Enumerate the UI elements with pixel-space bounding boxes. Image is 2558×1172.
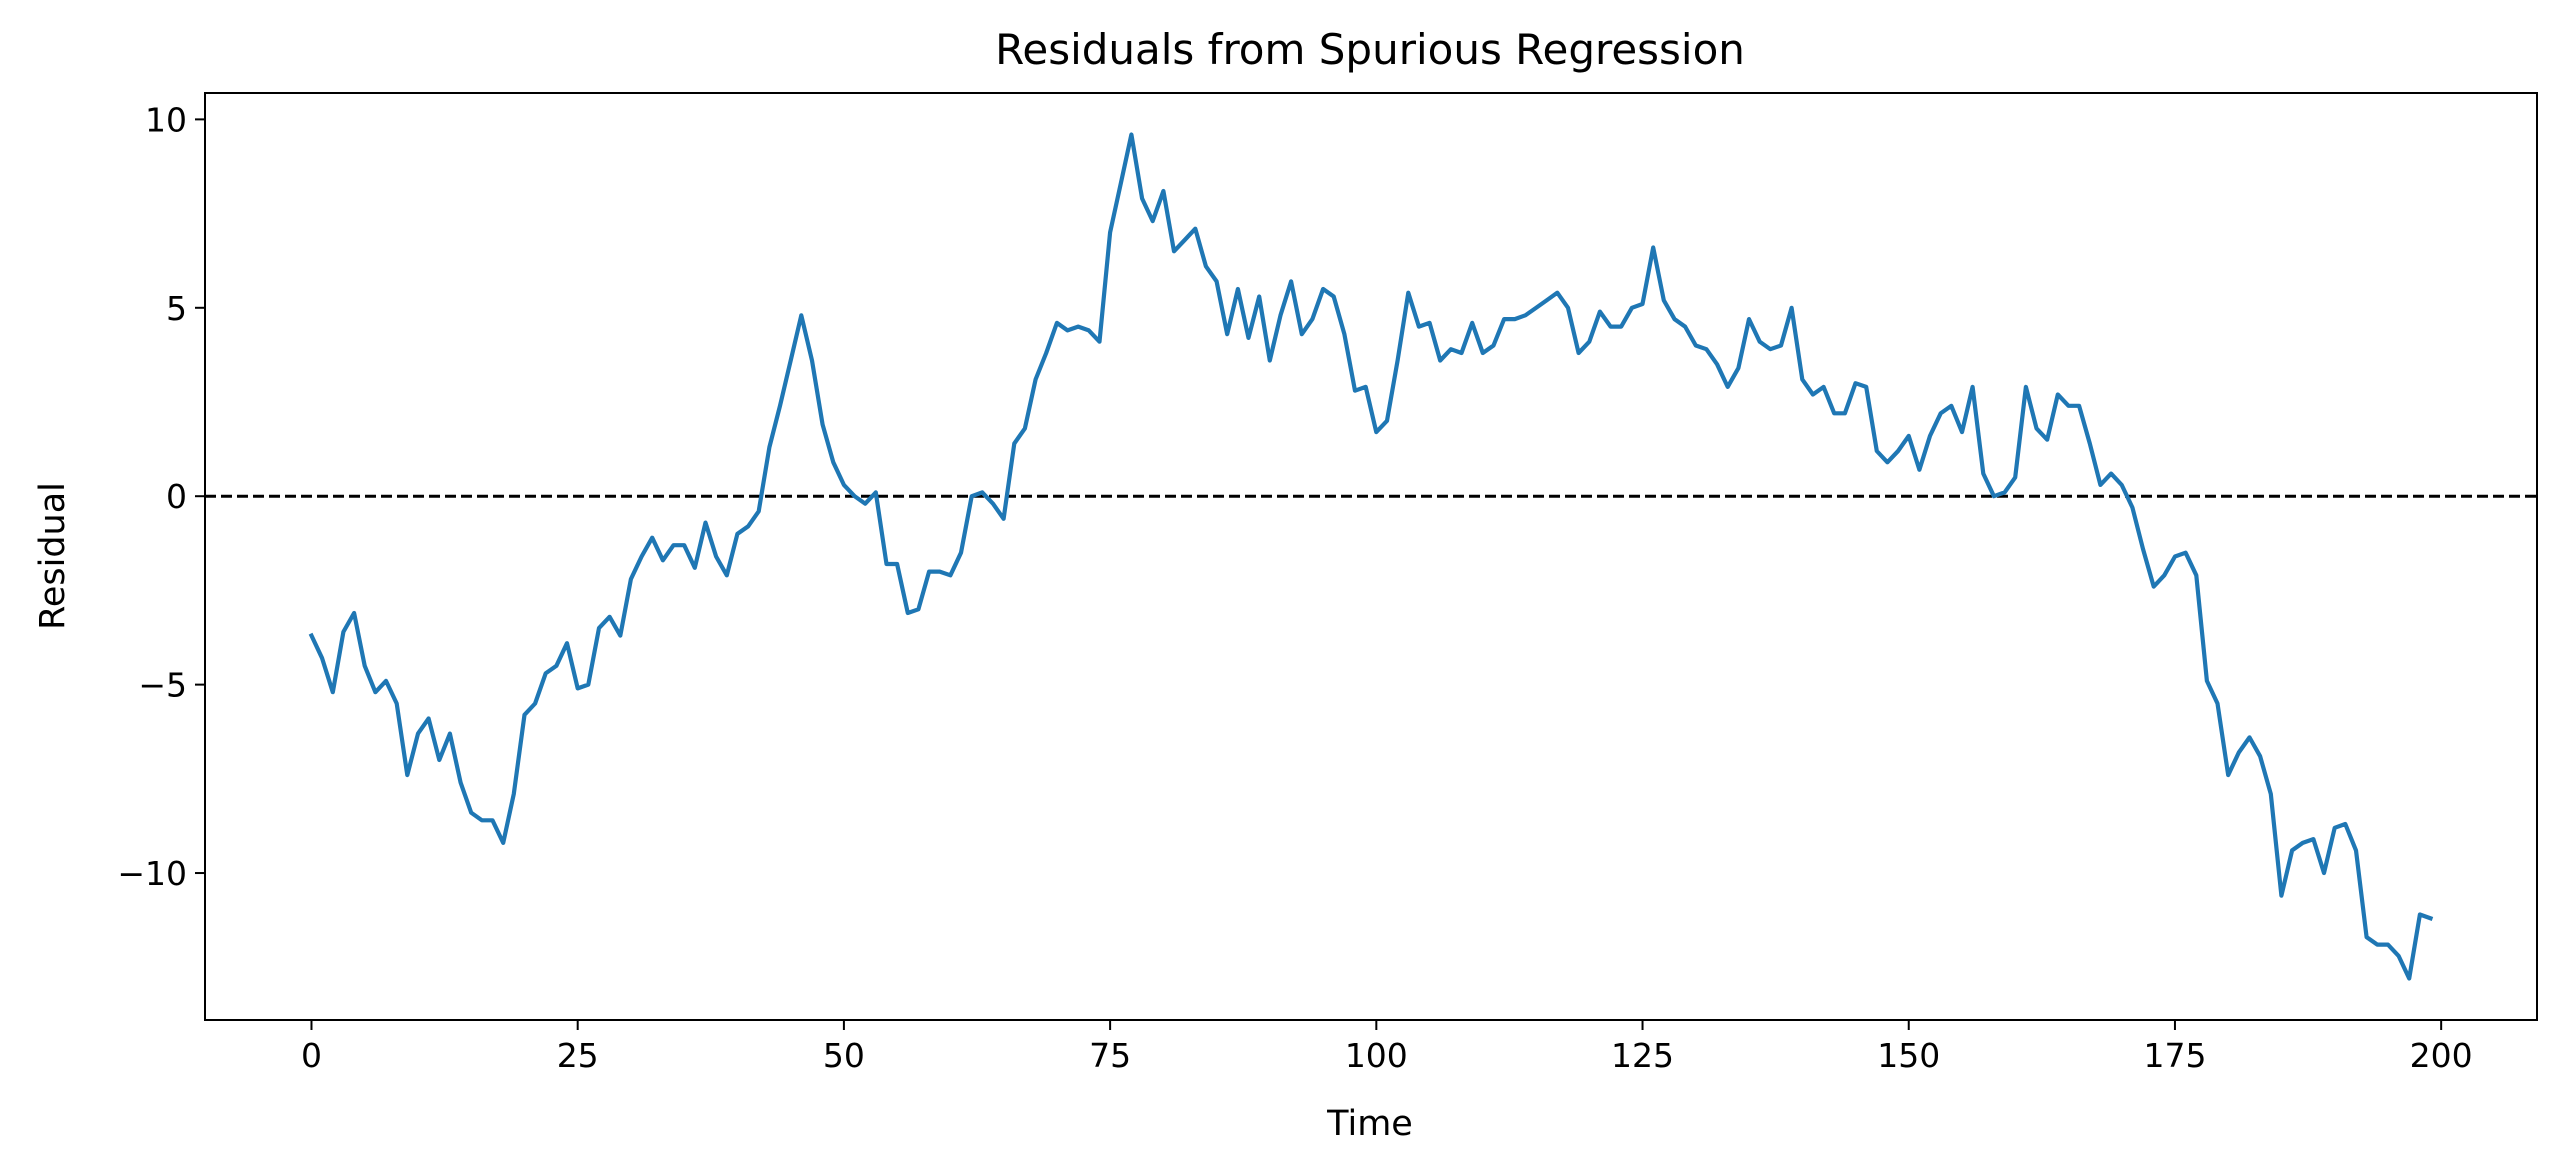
- plot-frame: [204, 92, 2538, 1021]
- x-tick-label: 150: [1877, 1036, 1940, 1075]
- x-tick-label: 175: [2143, 1036, 2206, 1075]
- y-axis-label: Residual: [33, 482, 73, 630]
- x-tick-label: 25: [557, 1036, 599, 1075]
- x-tick-label: 125: [1611, 1036, 1674, 1075]
- x-tick-label: 75: [1089, 1036, 1131, 1075]
- x-tick-label: 0: [301, 1036, 322, 1075]
- y-tick-label: −5: [138, 666, 187, 705]
- x-tick-label: 200: [2410, 1036, 2473, 1075]
- y-tick-label: 0: [166, 477, 187, 516]
- y-tick-label: −10: [117, 854, 187, 893]
- x-axis: 0 25 50 75 100 125 150 175 200: [301, 1020, 2473, 1075]
- residual-series-line: [308, 132, 2434, 981]
- y-axis: 10 5 0 −5 −10: [117, 100, 205, 893]
- x-axis-label: Time: [1326, 1104, 1413, 1144]
- y-tick-label: 5: [166, 289, 187, 328]
- plot-area: [205, 132, 2537, 981]
- x-tick-label: 50: [823, 1036, 865, 1075]
- chart-title: Residuals from Spurious Regression: [995, 25, 1745, 74]
- y-tick-label: 10: [145, 100, 187, 139]
- x-tick-label: 100: [1345, 1036, 1408, 1075]
